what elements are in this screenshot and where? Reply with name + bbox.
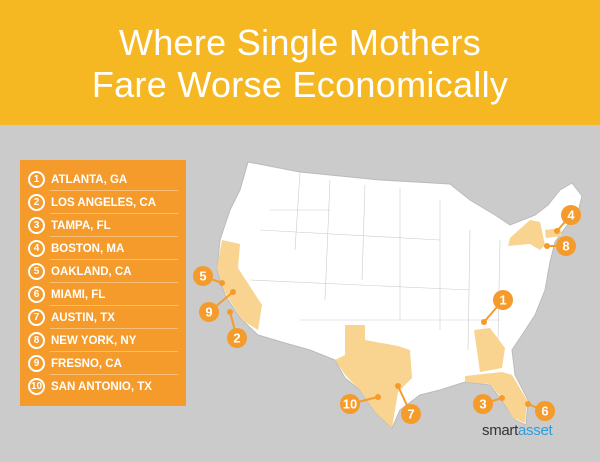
- city-marker-1: 1: [481, 290, 513, 325]
- state-ga: [474, 328, 505, 372]
- city-label: AUSTIN, TX: [51, 311, 115, 324]
- ranking-row: 1 ATLANTA, GA: [28, 168, 186, 191]
- ranking-row: 3 TAMPA, FL: [28, 214, 186, 237]
- ranking-row: 5 OAKLAND, CA: [28, 260, 186, 283]
- city-label: SAN ANTONIO, TX: [51, 380, 152, 393]
- logo-part-1: smart: [482, 422, 519, 439]
- city-label: FRESNO, CA: [51, 357, 122, 370]
- marker-number: 9: [205, 305, 212, 320]
- ranking-row: 8 NEW YORK, NY: [28, 329, 186, 352]
- rankings-list: 1 ATLANTA, GA 2 LOS ANGELES, CA 3 TAMPA, FL…: [20, 160, 186, 406]
- state-borders: [249, 171, 501, 351]
- rank-badge: 1: [28, 171, 45, 188]
- city-marker-6: 6: [525, 401, 555, 421]
- marker-number: 8: [562, 239, 569, 254]
- state-fl: [465, 372, 527, 423]
- marker-badge: [493, 290, 513, 310]
- city-marker-5: 5: [193, 266, 225, 286]
- marker-badge: [199, 302, 219, 322]
- marker-badge: [561, 205, 581, 225]
- rank-badge: 7: [28, 309, 45, 326]
- city-marker-8: 8: [544, 236, 576, 256]
- marker-badge: [535, 401, 555, 421]
- city-dot: [395, 383, 401, 389]
- city-marker-2: 2: [227, 309, 247, 348]
- marker-number: 4: [567, 208, 575, 223]
- city-label: BOSTON, MA: [51, 242, 125, 255]
- marker-number: 7: [407, 407, 414, 422]
- marker-badge: [556, 236, 576, 256]
- state-tx: [335, 325, 412, 428]
- city-dot: [499, 395, 505, 401]
- rank-badge: 9: [28, 355, 45, 372]
- city-label: ATLANTA, GA: [51, 173, 128, 186]
- marker-badge: [227, 328, 247, 348]
- city-marker-3: 3: [473, 394, 505, 414]
- city-marker-9: 9: [199, 289, 236, 322]
- rank-badge: 8: [28, 332, 45, 349]
- city-dot: [375, 394, 381, 400]
- city-marker-7: 7: [395, 383, 421, 424]
- marker-number: 5: [199, 269, 206, 284]
- city-dot: [227, 309, 233, 315]
- marker-badge: [401, 404, 421, 424]
- city-label: TAMPA, FL: [51, 219, 111, 232]
- city-dot: [481, 319, 487, 325]
- smartasset-logo: smartasset: [482, 422, 553, 439]
- title-line-1: Where Single Mothers: [118, 22, 482, 63]
- city-label: MIAMI, FL: [51, 288, 106, 301]
- state-ca: [217, 240, 262, 330]
- ranking-row: 4 BOSTON, MA: [28, 237, 186, 260]
- city-dot: [525, 401, 531, 407]
- ranking-row: 7 AUSTIN, TX: [28, 306, 186, 329]
- city-dot: [544, 243, 550, 249]
- marker-number: 3: [479, 397, 486, 412]
- city-label: NEW YORK, NY: [51, 334, 137, 347]
- marker-number: 2: [233, 331, 240, 346]
- city-marker-4: 4: [554, 205, 581, 234]
- marker-number: 10: [343, 397, 357, 412]
- title-line-2: Fare Worse Economically: [91, 64, 509, 105]
- rank-badge: 10: [28, 378, 45, 395]
- city-dot: [219, 280, 225, 286]
- ranking-row: 2 LOS ANGELES, CA: [28, 191, 186, 214]
- ranking-row: 9 FRESNO, CA: [28, 352, 186, 375]
- rank-badge: 4: [28, 240, 45, 257]
- state-ny: [508, 220, 545, 250]
- city-label: LOS ANGELES, CA: [51, 196, 156, 209]
- marker-badge: [473, 394, 493, 414]
- rank-badge: 3: [28, 217, 45, 234]
- marker-badge: [193, 266, 213, 286]
- city-label: OAKLAND, CA: [51, 265, 132, 278]
- marker-number: 6: [541, 404, 548, 419]
- city-marker-10: 10: [340, 394, 381, 414]
- ranking-row: 6 MIAMI, FL: [28, 283, 186, 306]
- rank-badge: 5: [28, 263, 45, 280]
- logo-part-2: asset: [518, 422, 553, 439]
- city-dot: [554, 228, 560, 234]
- marker-badge: [340, 394, 360, 414]
- city-dot: [230, 289, 236, 295]
- title-banner: Where Single Mothers Fare Worse Economic…: [0, 0, 600, 125]
- ranking-row: 10 SAN ANTONIO, TX: [28, 375, 186, 398]
- marker-number: 1: [499, 293, 506, 308]
- rank-badge: 2: [28, 194, 45, 211]
- rank-badge: 6: [28, 286, 45, 303]
